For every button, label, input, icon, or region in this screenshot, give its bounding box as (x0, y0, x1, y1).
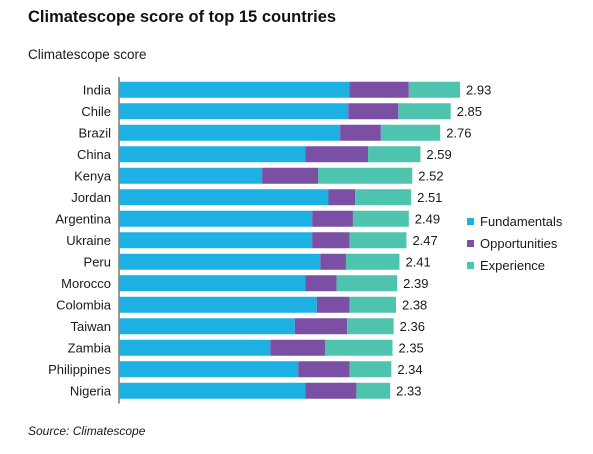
bar-kenya-fundamentals (119, 167, 263, 184)
bar-ukraine-fundamentals (119, 232, 313, 249)
total-label-brazil: 2.76 (446, 125, 471, 140)
bar-peru-fundamentals (119, 253, 321, 270)
category-label-philippines: Philippines (48, 362, 111, 377)
bar-colombia-experience (349, 296, 396, 313)
legend-item-experience: Experience (467, 254, 562, 276)
bar-philippines-opportunities (298, 361, 350, 378)
bar-kenya-experience (318, 167, 413, 184)
category-label-colombia: Colombia (56, 297, 112, 312)
bar-nigeria-opportunities (305, 382, 357, 399)
bar-peru-experience (345, 253, 400, 270)
total-label-zambia: 2.35 (398, 340, 423, 355)
bar-zambia-experience (324, 339, 393, 356)
total-label-taiwan: 2.36 (400, 319, 425, 334)
bar-kenya-opportunities (262, 167, 319, 184)
bar-taiwan-fundamentals (119, 318, 295, 335)
bar-morocco-opportunities (305, 275, 337, 292)
bar-colombia-opportunities (316, 296, 350, 313)
category-label-argentina: Argentina (55, 211, 111, 226)
bar-morocco-fundamentals (119, 275, 306, 292)
bar-chile-opportunities (348, 103, 399, 120)
bar-zambia-fundamentals (119, 339, 271, 356)
total-label-nigeria: 2.33 (396, 383, 421, 398)
bar-peru-opportunities (320, 253, 346, 270)
total-label-jordan: 2.51 (417, 190, 442, 205)
total-label-morocco: 2.39 (403, 276, 428, 291)
legend-label-opportunities: Opportunities (480, 235, 558, 251)
bar-india-fundamentals (119, 81, 350, 98)
bar-argentina-experience (352, 210, 409, 227)
legend-item-opportunities: Opportunities (467, 232, 562, 254)
bar-philippines-fundamentals (119, 361, 299, 378)
total-label-chile: 2.85 (457, 104, 482, 119)
legend: Fundamentals Opportunities Experience (467, 210, 562, 276)
bar-nigeria-experience (356, 382, 391, 399)
legend-swatch-fundamentals (467, 217, 474, 225)
bar-chile-fundamentals (119, 103, 349, 120)
bar-philippines-experience (349, 361, 392, 378)
bar-morocco-experience (336, 275, 398, 292)
category-label-chile: Chile (81, 104, 111, 119)
category-label-india: India (83, 82, 112, 97)
category-label-peru: Peru (84, 254, 111, 269)
category-label-zambia: Zambia (68, 340, 112, 355)
bar-china-experience (368, 146, 421, 163)
legend-swatch-experience (467, 261, 474, 269)
total-label-india: 2.93 (466, 82, 491, 97)
bar-ukraine-experience (349, 232, 407, 249)
total-label-kenya: 2.52 (418, 168, 443, 183)
category-label-morocco: Morocco (61, 276, 111, 291)
chart-title: Climatescope score of top 15 countries (28, 8, 337, 26)
category-label-kenya: Kenya (74, 168, 112, 183)
bar-colombia-fundamentals (119, 296, 317, 313)
legend-label-experience: Experience (480, 257, 546, 273)
bar-india-experience (408, 81, 460, 98)
total-label-colombia: 2.38 (402, 297, 427, 312)
bar-taiwan-opportunities (294, 318, 348, 335)
bar-jordan-opportunities (328, 189, 356, 206)
total-label-argentina: 2.49 (415, 211, 440, 226)
bar-brazil-fundamentals (119, 124, 341, 141)
bar-taiwan-experience (347, 318, 394, 335)
legend-swatch-opportunities (467, 239, 474, 247)
source-note: Source: Climatescope (28, 424, 146, 438)
bar-nigeria-fundamentals (119, 382, 306, 399)
total-label-china: 2.59 (426, 147, 451, 162)
legend-item-fundamentals: Fundamentals (467, 210, 562, 232)
bar-jordan-experience (355, 189, 412, 206)
bar-china-opportunities (305, 146, 369, 163)
category-label-brazil: Brazil (78, 125, 111, 140)
category-label-china: China (77, 147, 112, 162)
total-label-ukraine: 2.47 (412, 233, 437, 248)
bar-brazil-opportunities (340, 124, 381, 141)
bar-brazil-experience (380, 124, 441, 141)
bar-jordan-fundamentals (119, 189, 329, 206)
category-label-jordan: Jordan (71, 190, 111, 205)
total-label-philippines: 2.34 (397, 362, 422, 377)
bar-zambia-opportunities (270, 339, 325, 356)
bar-argentina-opportunities (312, 210, 353, 227)
legend-label-fundamentals: Fundamentals (480, 213, 563, 229)
bar-china-fundamentals (119, 146, 306, 163)
axis-label: Climatescope score (28, 47, 147, 62)
bar-chile-experience (398, 103, 451, 120)
bar-india-opportunities (349, 81, 409, 98)
bar-ukraine-opportunities (312, 232, 350, 249)
bar-argentina-fundamentals (119, 210, 313, 227)
category-label-ukraine: Ukraine (66, 233, 111, 248)
total-label-peru: 2.41 (405, 254, 430, 269)
category-label-nigeria: Nigeria (70, 383, 112, 398)
category-label-taiwan: Taiwan (71, 319, 111, 334)
